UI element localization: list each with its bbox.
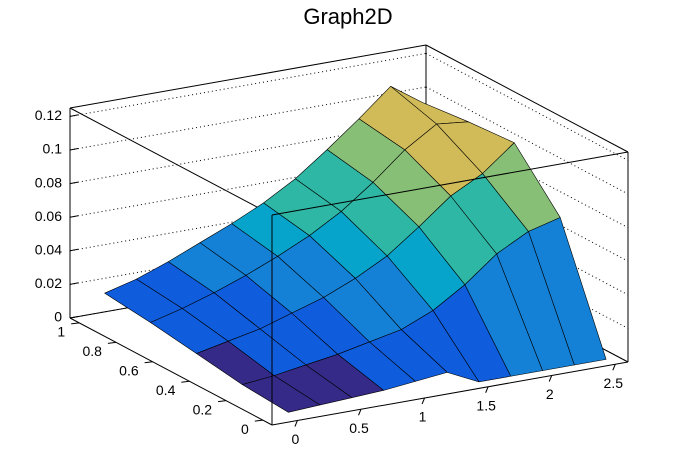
x-tick-label: 2.5 [604,375,624,391]
z-tick [69,181,79,185]
box-edge [69,107,273,216]
grid-line [69,86,427,151]
z-tick-label: 0 [54,309,62,325]
x-tick-label: 0.5 [349,420,369,436]
y-tick [254,419,263,422]
box-edge [271,151,629,216]
z-tick-label: 0.06 [35,208,62,224]
x-tick [612,364,616,371]
z-tick [69,282,79,285]
y-tick-label: 0.6 [119,362,139,378]
x-tick [358,409,362,416]
x-tick-label: 1.5 [476,397,496,413]
z-tick-label: 0.04 [35,242,62,258]
x-tick [421,397,426,405]
z-tick [69,215,79,218]
y-tick [181,380,190,383]
y-tick-label: 0.8 [82,343,102,359]
chart-title: Graph2D [303,4,392,29]
z-tick [69,148,79,151]
box-edge [271,361,629,426]
y-tick [144,361,153,364]
box-edge [69,317,273,426]
x-tick [485,386,489,393]
box-edge [69,44,427,109]
grid-line [69,52,427,117]
x-tick-label: 0 [292,431,300,447]
box-edge [425,44,629,153]
y-tick [107,341,116,344]
x-tick-label: 2 [546,386,554,402]
grid-line [69,153,427,218]
x-tick [548,375,553,382]
y-tick-label: 0.2 [193,401,213,417]
y-tick [218,400,227,403]
z-tick [69,316,79,319]
z-tick-label: 0.02 [35,275,62,291]
x-tick-label: 1 [419,409,427,425]
z-tick [69,248,79,252]
z-tick-label: 0.1 [43,141,63,157]
x-tick [294,420,298,427]
z-tick-label: 0.08 [35,174,62,190]
z-tick [69,114,79,117]
surface-cell [242,375,321,413]
y-tick-label: 0.4 [156,382,176,398]
y-tick [71,322,80,325]
y-tick-label: 0 [241,421,249,437]
y-tick-label: 1 [57,324,65,340]
z-tick-label: 0.12 [35,107,62,123]
grid-line [69,120,427,185]
